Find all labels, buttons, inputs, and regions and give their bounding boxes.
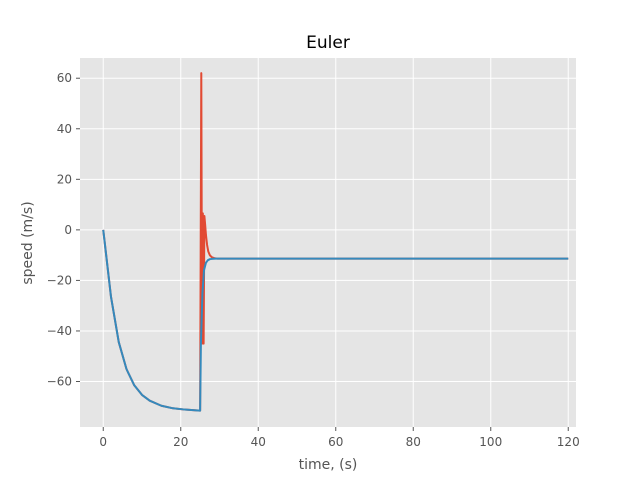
x-axis-label: time, (s) [299, 457, 358, 473]
x-tick-label: 120 [557, 435, 580, 449]
y-tick-label: −40 [47, 324, 72, 338]
y-tick-label: 60 [57, 71, 72, 85]
series-layer [102, 72, 569, 412]
x-tick-label: 100 [479, 435, 502, 449]
y-axis-label: speed (m/s) [20, 201, 36, 284]
x-tick-label: 40 [251, 435, 266, 449]
y-tick-label: 0 [64, 223, 72, 237]
y-tick-label: 40 [57, 122, 72, 136]
plot-area [80, 58, 576, 427]
x-tick-label: 0 [99, 435, 107, 449]
y-tick-label: −60 [47, 375, 72, 389]
x-tick-label: 80 [406, 435, 421, 449]
grid [80, 58, 576, 427]
y-tick-label: −20 [47, 273, 72, 287]
x-tick-label: 60 [328, 435, 343, 449]
chart-title: Euler [306, 33, 350, 53]
series-line-2 [102, 229, 569, 412]
y-tick-label: 20 [57, 172, 72, 186]
x-tick-label: 20 [173, 435, 188, 449]
ticks: 0 20 40 60 80 100 120 60 40 20 0 −20 −40 −60 [47, 71, 580, 449]
